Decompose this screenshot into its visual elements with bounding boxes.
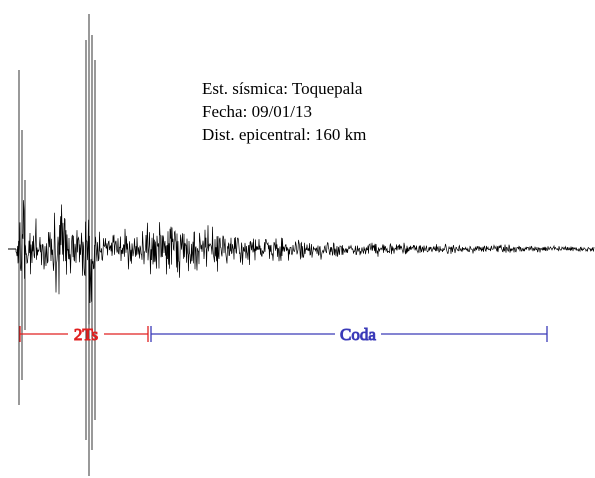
coda-segment: Coda xyxy=(150,325,548,345)
trace-path xyxy=(15,200,595,325)
ts-segment-label: 2Ts xyxy=(74,325,98,344)
seismogram-trace xyxy=(15,14,595,476)
date-label: Fecha: 09/01/13 xyxy=(202,102,312,121)
coda-segment-label: Coda xyxy=(340,325,376,344)
distance-label: Dist. epicentral: 160 km xyxy=(202,125,366,144)
station-label: Est. sísmica: Toquepala xyxy=(202,79,363,98)
ts-segment: 2Ts xyxy=(19,325,149,345)
